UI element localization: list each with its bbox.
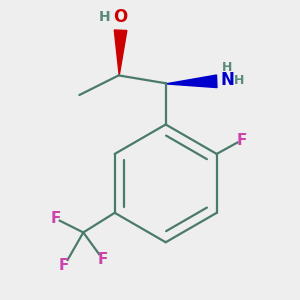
Text: F: F [237, 133, 247, 148]
Text: N: N [220, 71, 235, 89]
Text: F: F [51, 211, 61, 226]
Text: F: F [58, 258, 69, 273]
Text: H: H [222, 61, 233, 74]
Polygon shape [114, 30, 127, 75]
Text: H: H [234, 74, 244, 87]
Text: O: O [113, 8, 128, 26]
Text: H: H [99, 10, 111, 23]
Polygon shape [166, 75, 217, 88]
Text: F: F [98, 252, 108, 267]
